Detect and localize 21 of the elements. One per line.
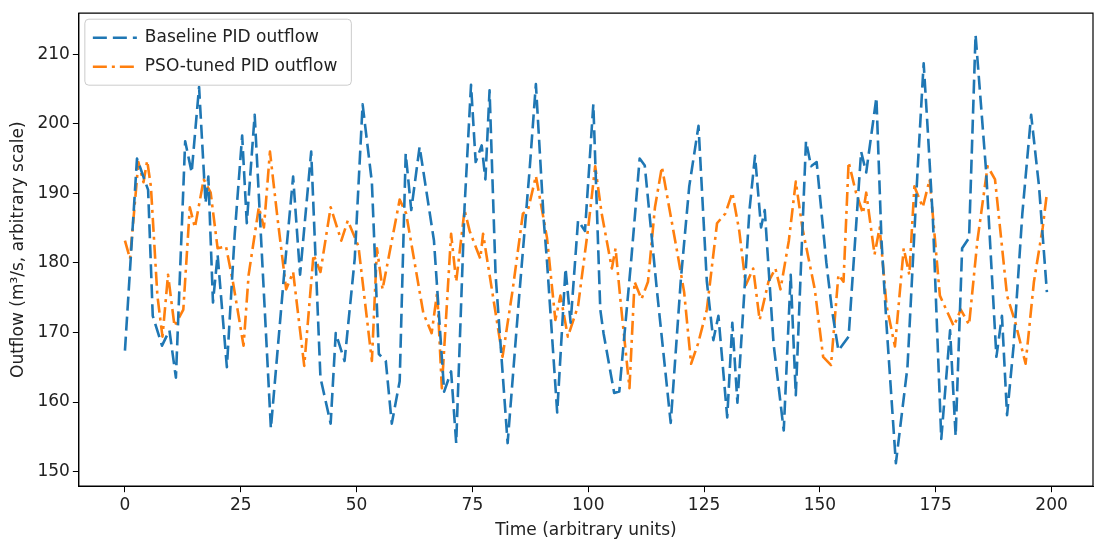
y-axis-title: Outflow (m³/s, arbitrary scale) [6, 121, 27, 378]
y-tick-label: 150 [37, 460, 70, 481]
y-tick-label: 160 [37, 390, 70, 411]
x-tick-label: 200 [1035, 493, 1068, 514]
x-tick-label: 25 [229, 493, 252, 514]
x-tick-label: 75 [461, 493, 484, 514]
y-tick-label: 180 [37, 251, 70, 272]
x-tick-label: 150 [803, 493, 837, 514]
x-axis-title: Time (arbitrary units) [494, 519, 677, 540]
x-tick-label: 100 [572, 493, 605, 514]
y-tick-label: 210 [37, 42, 70, 63]
x-tick-label: 0 [119, 493, 131, 514]
x-tick-label: 125 [687, 493, 721, 514]
y-tick-label: 170 [37, 320, 70, 341]
legend-label: PSO-tuned PID outflow [144, 55, 338, 76]
y-tick-label: 190 [37, 181, 70, 202]
x-tick-label: 50 [345, 493, 368, 514]
x-tick-label: 175 [919, 493, 952, 514]
line-series [123, 150, 1049, 390]
legend-label: Baseline PID outflow [144, 26, 320, 47]
y-tick-label: 200 [37, 112, 70, 133]
